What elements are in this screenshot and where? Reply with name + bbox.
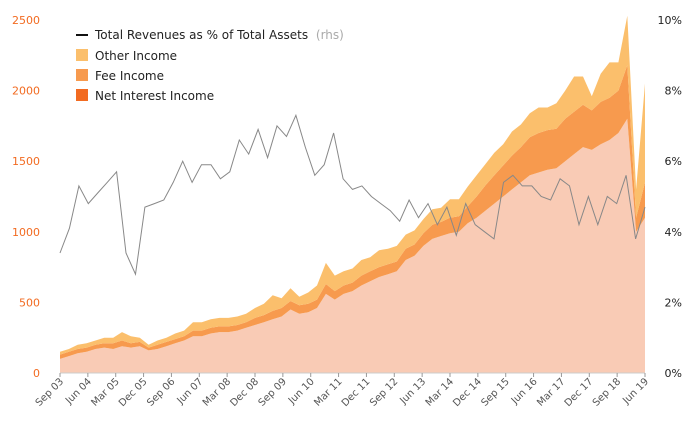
left-tick-label: 500 bbox=[19, 296, 40, 309]
x-tick-label: Mar 14 bbox=[424, 376, 456, 408]
area-net-interest-income bbox=[60, 118, 645, 373]
right-tick-label: 8% bbox=[665, 85, 682, 98]
left-axis: 0 500 1000 1500 2000 2500 bbox=[12, 14, 40, 380]
x-tick-label: Sep 03 bbox=[34, 376, 66, 408]
x-tick-label: Sep 06 bbox=[145, 376, 177, 408]
x-tick-label: Jun 07 bbox=[175, 376, 206, 407]
right-tick-label: 6% bbox=[665, 155, 682, 168]
x-tick-label: Dec 08 bbox=[228, 376, 261, 409]
right-axis: 0% 2% 4% 6% 8% 10% bbox=[658, 14, 682, 380]
x-tick-label: Jun 10 bbox=[286, 376, 317, 407]
x-tick-label: Jun 13 bbox=[397, 376, 428, 407]
x-tick-label: Jun 16 bbox=[509, 376, 540, 407]
right-tick-label: 4% bbox=[665, 226, 682, 239]
left-tick-label: 0 bbox=[33, 367, 40, 380]
legend-fee-swatch bbox=[76, 69, 88, 81]
legend-fee-label: Fee Income bbox=[95, 69, 164, 83]
right-tick-label: 0% bbox=[665, 367, 682, 380]
plot-area bbox=[59, 15, 646, 373]
x-tick-label: Sep 15 bbox=[479, 376, 511, 408]
x-tick-label: Dec 14 bbox=[451, 376, 484, 409]
legend-nii-label: Net Interest Income bbox=[95, 89, 214, 103]
left-tick-label: 1500 bbox=[12, 155, 40, 168]
x-tick-label: Dec 05 bbox=[117, 376, 150, 409]
x-tick-label: Jun 04 bbox=[63, 376, 94, 407]
x-tick-label: Sep 09 bbox=[257, 376, 289, 408]
x-tick-label: Sep 18 bbox=[591, 376, 623, 408]
x-tick-label: Jun 19 bbox=[620, 376, 651, 407]
x-tick-label: Dec 17 bbox=[563, 376, 596, 409]
x-tick-label: Mar 05 bbox=[89, 376, 121, 408]
line-total-revenue-pct bbox=[59, 113, 646, 276]
x-tick-label: Dec 11 bbox=[340, 376, 373, 409]
x-tick-label: Mar 11 bbox=[312, 376, 344, 408]
legend-other-swatch bbox=[76, 49, 88, 61]
left-tick-label: 2000 bbox=[12, 85, 40, 98]
right-tick-label: 10% bbox=[658, 14, 682, 27]
x-tick-label: Sep 12 bbox=[368, 376, 400, 408]
legend-other-label: Other Income bbox=[95, 49, 177, 63]
left-tick-label: 2500 bbox=[12, 14, 40, 27]
legend: Total Revenues as % of Total Assets (rhs… bbox=[76, 28, 344, 103]
left-tick-label: 1000 bbox=[12, 226, 40, 239]
x-tick-label: Mar 17 bbox=[535, 376, 567, 408]
legend-nii-swatch bbox=[76, 89, 88, 101]
legend-line-label: Total Revenues as % of Total Assets (rhs… bbox=[94, 28, 344, 42]
right-tick-label: 2% bbox=[665, 296, 682, 309]
x-tick-label: Mar 08 bbox=[201, 376, 233, 408]
